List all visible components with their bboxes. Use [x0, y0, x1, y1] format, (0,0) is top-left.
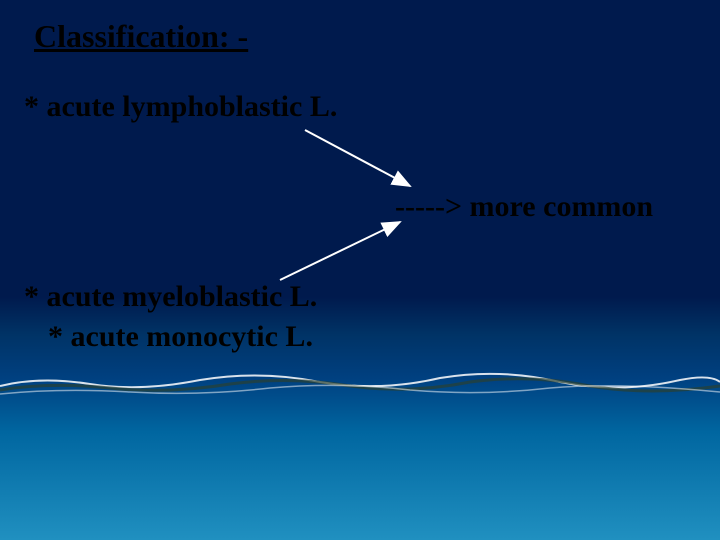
more-common-label: -----> more common [395, 190, 653, 224]
horizon-line [0, 364, 720, 404]
slide-title: Classification: - [34, 18, 248, 55]
arrow-top [0, 0, 720, 540]
arrow-bottom [0, 0, 720, 540]
bullet-item-1: * acute lymphoblastic L. [24, 90, 337, 124]
bullet-item-3: * acute monocytic L. [48, 320, 313, 354]
bullet-item-2: * acute myeloblastic L. [24, 280, 317, 314]
